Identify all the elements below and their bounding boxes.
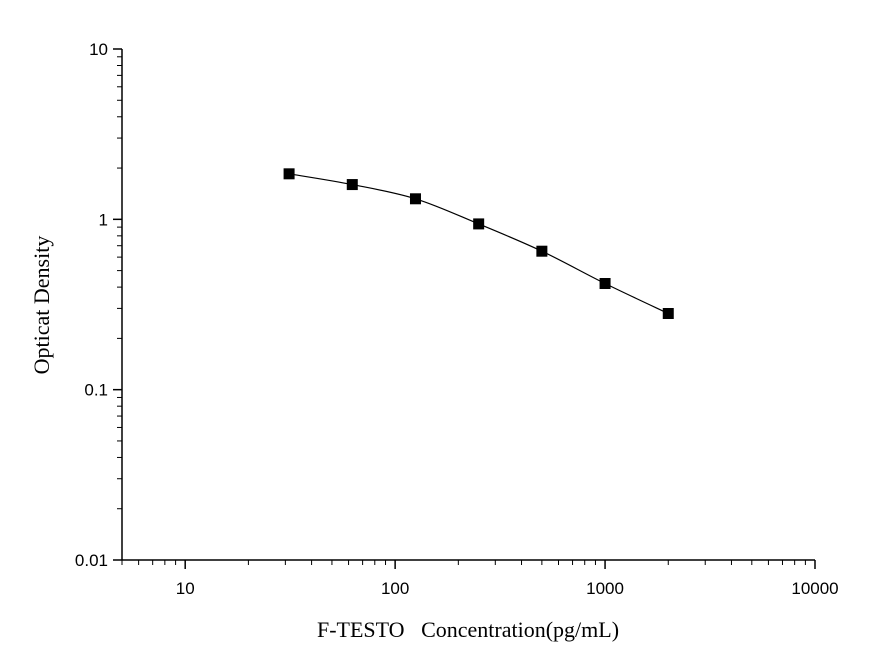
- plot-area: [283, 168, 674, 320]
- y-axis-title: Opticat Density: [29, 236, 54, 375]
- x-tick-label: 10: [176, 579, 195, 598]
- y-tick-label: 0.1: [84, 381, 108, 400]
- data-point: [409, 193, 421, 205]
- x-tick-label: 1000: [586, 579, 624, 598]
- data-point: [473, 218, 485, 230]
- data-point: [599, 278, 611, 290]
- x-axis-title: F-TESTO Concentration(pg/mL): [317, 617, 619, 642]
- y-tick-label: 10: [89, 40, 108, 59]
- data-point: [536, 245, 548, 257]
- data-point: [662, 308, 674, 320]
- x-tick-label: 10000: [791, 579, 838, 598]
- data-point: [283, 168, 295, 180]
- axes: 0.01 0.1 1 10 10 100 1000 10000: [75, 40, 839, 598]
- fit-curve: [288, 173, 669, 315]
- y-tick-label: 0.01: [75, 551, 108, 570]
- y-tick-label: 1: [99, 210, 108, 229]
- x-tick-label: 100: [381, 579, 409, 598]
- data-point: [346, 179, 358, 191]
